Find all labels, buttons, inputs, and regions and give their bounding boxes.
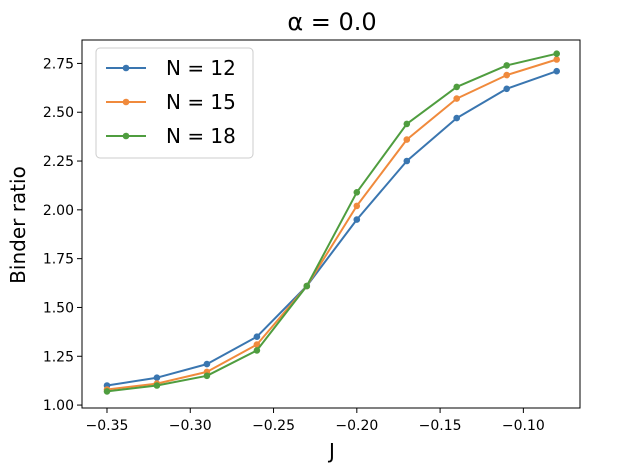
data-point [353,189,361,196]
data-point [403,120,411,128]
chart-title: α = 0.0 [287,8,376,36]
data-point [453,83,461,91]
x-tick-label: −0.35 [86,418,129,434]
y-tick-label: 2.50 [43,105,74,121]
data-point [403,157,411,165]
data-point [303,282,311,290]
data-point [453,114,461,122]
data-point [553,67,560,75]
legend-label: N = 15 [166,90,236,114]
y-tick-label: 2.75 [43,56,74,72]
legend-marker [122,98,130,106]
x-tick-label: −0.20 [335,418,378,434]
x-tick-label: −0.15 [419,418,462,434]
x-tick-label: −0.30 [169,418,212,434]
x-tick-label: −0.25 [252,418,295,434]
series-layer [103,50,560,395]
series-line [106,52,557,393]
legend-box [95,47,254,159]
data-point [353,216,361,223]
y-axis-label: Binder ratio [6,166,30,284]
y-tick-label: 2.25 [43,154,74,170]
series-line [106,58,557,391]
legend-item: N = 18 [106,124,236,148]
data-point [503,71,511,79]
legend-marker [122,64,130,72]
data-point [203,372,211,380]
data-point [253,341,261,348]
y-tick-label: 1.25 [43,349,74,365]
x-tick-label: −0.10 [502,418,545,434]
legend-item: N = 12 [106,56,236,80]
legend: N = 12 N = 15 N = 18 [95,47,254,159]
y-tick-label: 2.00 [43,203,74,219]
data-point [353,202,361,210]
y-tick-label: 1.75 [43,252,74,268]
data-point [153,382,161,389]
data-point [553,50,560,57]
series-line [106,70,558,387]
data-point [203,360,211,368]
data-point [103,388,111,395]
data-point [503,62,511,69]
plot-frame [81,39,581,409]
legend-label: N = 18 [166,124,236,148]
y-tick-label: 1.50 [43,300,74,316]
data-point [253,333,261,341]
series-3 [103,50,560,395]
y-axis: 1.00 1.25 1.50 1.75 2.00 2.25 2.50 2.75 [43,56,82,414]
y-tick-label: 1.00 [43,398,74,414]
legend-label: N = 12 [166,56,236,80]
x-axis-label: J [327,439,335,463]
x-axis: −0.35 −0.30 −0.25 −0.20 −0.15 −0.10 [86,408,545,434]
plot-area [81,39,581,409]
data-point [153,374,161,382]
data-point [503,85,511,93]
data-point [403,136,411,143]
legend-item: N = 15 [106,90,236,114]
data-point [553,56,560,63]
data-point [453,95,461,102]
legend-marker [122,132,130,140]
data-point [253,347,261,354]
